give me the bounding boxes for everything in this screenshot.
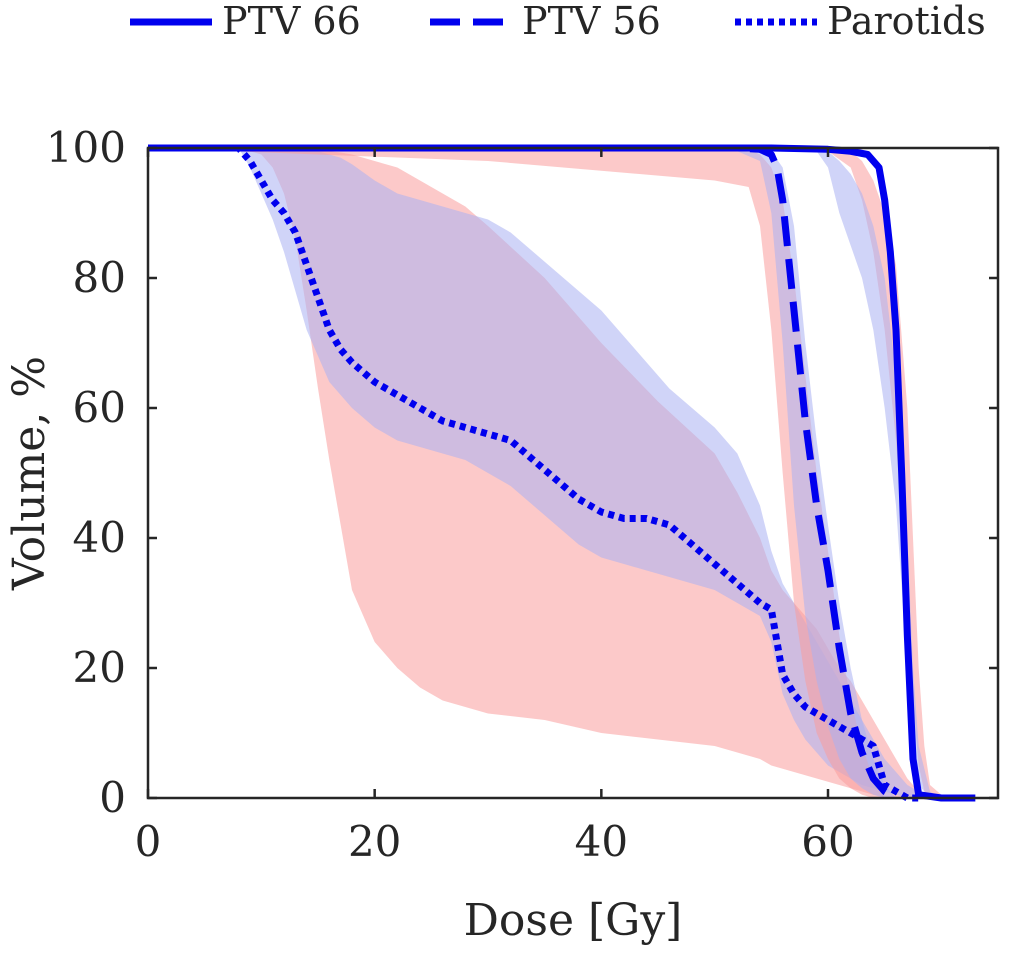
y-axis-title: Volume, % [4,356,55,591]
y-tick-label: 100 [46,123,126,172]
legend-label-parotids: Parotids [827,0,986,43]
y-tick-label: 40 [73,513,126,562]
x-axis-title: Dose [Gy] [464,895,683,946]
y-tick-label: 20 [73,643,126,692]
x-tick-label: 0 [135,817,162,866]
legend-label-ptv-66: PTV 66 [222,0,361,43]
plot-frame [146,146,1000,800]
x-tick-label: 60 [801,817,854,866]
y-tick-label: 60 [73,383,126,432]
legend-label-ptv-56: PTV 56 [522,0,661,43]
series-line-parotids [148,144,919,802]
band-blue-6 [148,148,942,798]
legend: PTV 66 PTV 56 Parotids [130,0,986,43]
band-red-5 [148,148,953,798]
y-tick-label: 0 [99,773,126,822]
y-tick-label: 80 [73,253,126,302]
x-tick-label: 40 [575,817,628,866]
x-tick-label: 20 [348,817,401,866]
axes-layer: 0 20 40 60 0 20 40 60 80 100 [46,123,998,866]
